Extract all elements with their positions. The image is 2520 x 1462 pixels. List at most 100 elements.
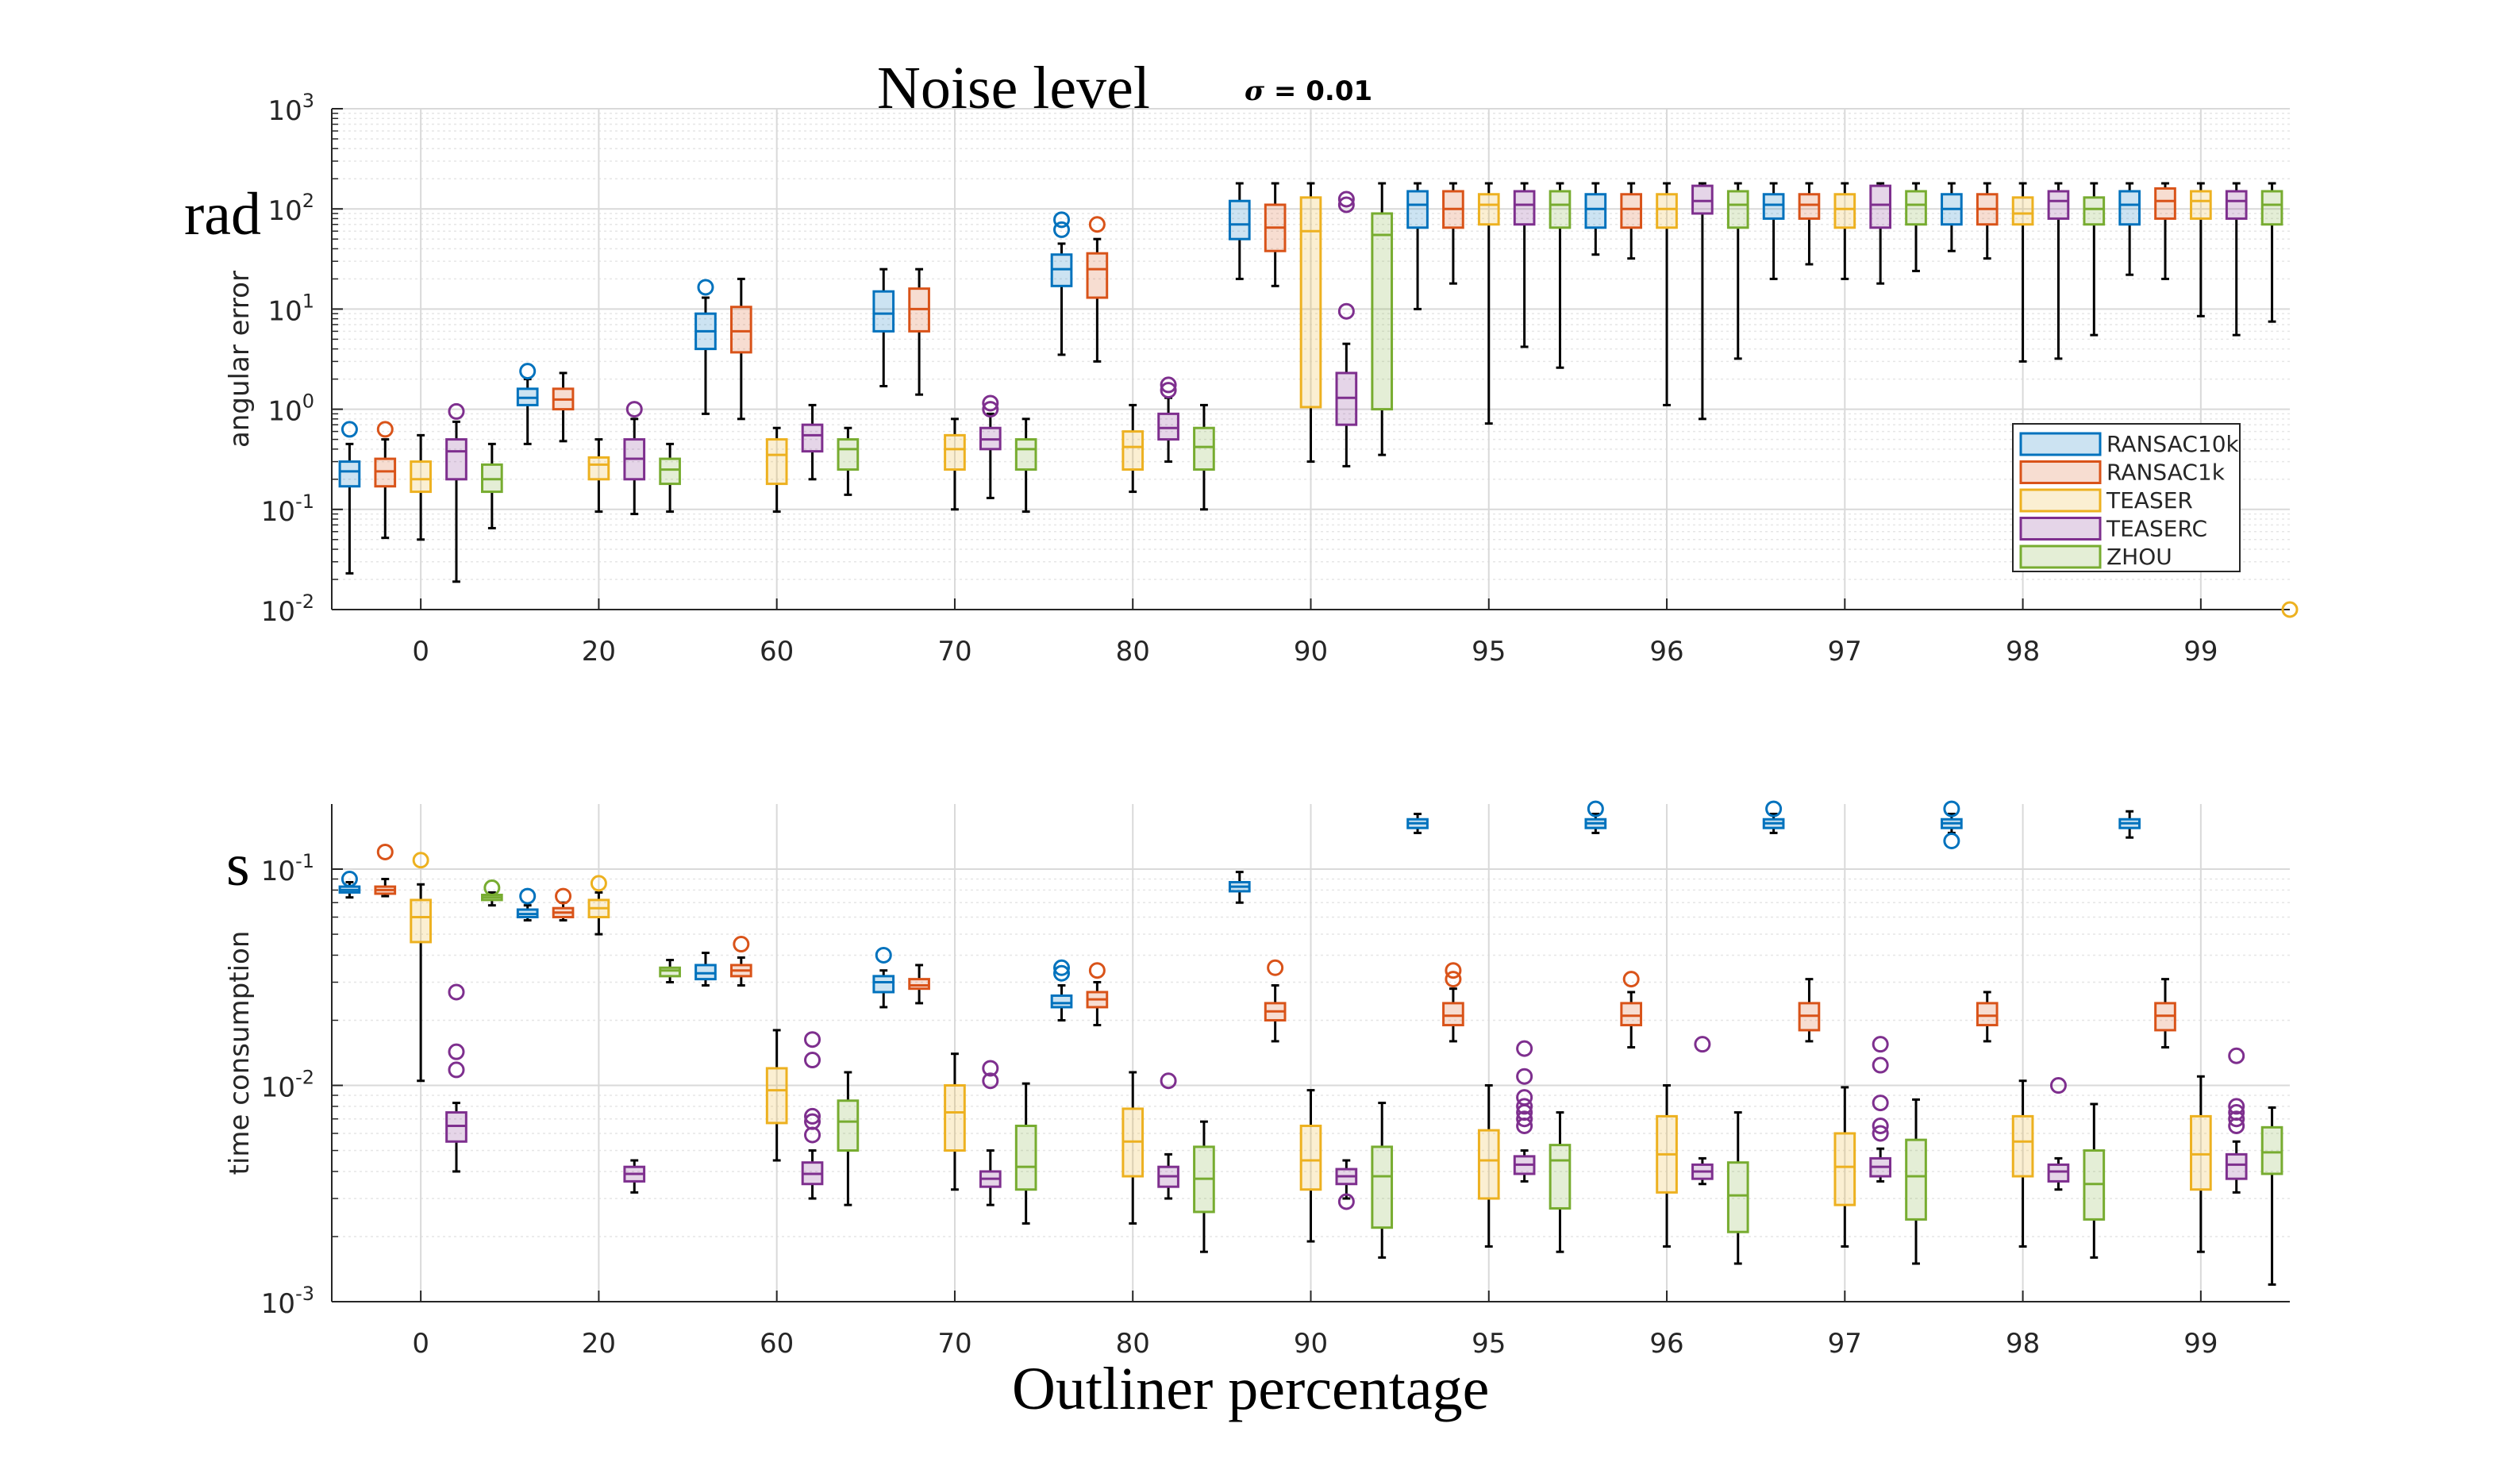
outlier (1088, 962, 1106, 979)
box-TEASER-95 (1477, 1084, 1500, 1248)
box-body (1086, 252, 1109, 299)
box-RANSAC10k-96 (1584, 182, 1607, 256)
box-body (587, 456, 610, 481)
box-TEASER-99 (2190, 1075, 2212, 1253)
outlier (1943, 800, 1960, 818)
box-body (944, 1084, 966, 1152)
outlier (448, 1043, 465, 1060)
y-tick-label: 10-2 (261, 591, 314, 628)
box-TEASERC-70 (979, 394, 1002, 499)
x-tick-label: 98 (2006, 1328, 2040, 1360)
y-tick-label: 103 (267, 90, 314, 127)
box-RANSAC10k-20 (516, 363, 539, 445)
y-axis-label: time consumption (224, 931, 256, 1175)
box-body (765, 1067, 788, 1125)
box-body (2154, 187, 2176, 220)
box-RANSAC10k-96 (1584, 800, 1607, 834)
box-ZHOU-95 (1549, 1111, 1572, 1253)
box-body (1477, 1129, 1500, 1200)
outlier (625, 401, 643, 418)
box-body (1549, 190, 1572, 229)
y-tick-exponent: -2 (295, 1067, 314, 1089)
box-TEASER-98 (2011, 182, 2034, 363)
box-RANSAC10k-60 (694, 279, 717, 415)
box-body (410, 898, 432, 944)
box-body (1620, 193, 1643, 229)
box-ZHOU-99 (2260, 182, 2283, 323)
outlier (376, 421, 394, 438)
box-RANSAC10k-97 (1762, 182, 1785, 280)
x-tick-label: 0 (412, 636, 429, 668)
x-tick-label: 90 (1294, 1328, 1328, 1360)
y-tick-label: 100 (267, 391, 314, 428)
box-RANSAC1k-60 (729, 936, 752, 987)
box-RANSAC10k-97 (1762, 800, 1785, 834)
box-RANSAC10k-98 (1941, 800, 1963, 850)
box-body (338, 460, 361, 488)
box-body (2260, 1125, 2283, 1175)
box-TEASERC-20 (623, 401, 646, 516)
box-RANSAC1k-70 (908, 267, 930, 396)
box-TEASER-96 (1656, 1084, 1678, 1248)
outlier (1872, 1095, 1889, 1112)
outlier (1337, 1193, 1355, 1210)
box-RANSAC10k-99 (2118, 182, 2141, 276)
box-RANSAC1k-70 (908, 964, 930, 1005)
legend-entry: RANSAC1k (2106, 460, 2226, 486)
box-RANSAC10k-20 (516, 887, 539, 921)
box-RANSAC1k-20 (552, 371, 575, 443)
x-tick-label: 70 (937, 636, 971, 668)
box-RANSAC1k-80 (1086, 962, 1109, 1027)
box-body (2260, 190, 2283, 226)
box-ZHOU-97 (1905, 182, 1927, 272)
box-TEASERC-90 (1335, 190, 1358, 467)
box-ZHOU-20 (659, 959, 681, 984)
x-tick-label: 60 (760, 1328, 794, 1360)
outlier (1053, 211, 1071, 229)
box-RANSAC1k-98 (1976, 182, 1999, 260)
x-tick-label: 80 (1116, 636, 1150, 668)
outlier (1587, 800, 1604, 818)
box-TEASERC-0 (445, 402, 467, 583)
box-TEASERC-60 (801, 1031, 824, 1200)
box-ZHOU-99 (2260, 1106, 2283, 1286)
x-tick-label: 95 (1472, 636, 1506, 668)
legend-entry: TEASER (2106, 487, 2193, 514)
outlier (2228, 1098, 2245, 1115)
unit-seconds-annotation: s (226, 832, 250, 898)
outlier (1872, 1125, 1889, 1142)
box-TEASER-97 (1833, 182, 1856, 280)
box-RANSAC10k-0 (338, 421, 361, 575)
x-tick-label: 90 (1294, 636, 1328, 668)
box-body (659, 457, 681, 486)
box-TEASER-99 (2190, 182, 2299, 618)
outlier (1445, 962, 1462, 979)
box-body (1299, 1124, 1322, 1191)
outlier (1872, 1117, 1889, 1134)
box-RANSAC1k-95 (1442, 962, 1464, 1043)
box-TEASERC-80 (1157, 376, 1179, 464)
x-tick-label: 80 (1116, 1328, 1150, 1360)
box-body (801, 423, 824, 453)
box-ZHOU-80 (1193, 1120, 1215, 1253)
legend-entry: TEASERC (2106, 516, 2207, 542)
box-TEASER-70 (944, 417, 966, 511)
outlier (1516, 1068, 1533, 1085)
box-body (374, 457, 397, 488)
box-TEASERC-60 (801, 403, 824, 481)
box-TEASERC-96 (1691, 182, 1714, 421)
y-tick-exponent: -3 (295, 1283, 314, 1305)
box-TEASERC-99 (2225, 182, 2248, 337)
y-tick-label: 101 (267, 290, 314, 327)
box-TEASERC-97 (1869, 1036, 1892, 1183)
box-body (1869, 184, 1892, 229)
outlier (804, 1107, 821, 1125)
outlier (448, 983, 465, 1001)
outlier (1445, 971, 1462, 988)
legend-entry: ZHOU (2106, 544, 2172, 570)
box-ZHOU-96 (1726, 182, 1749, 360)
x-tick-label: 96 (1649, 636, 1683, 668)
outlier (412, 852, 429, 869)
